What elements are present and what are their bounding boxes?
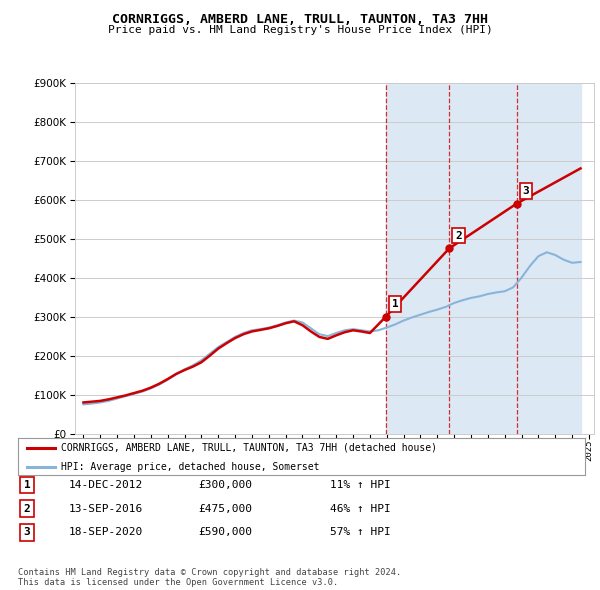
Text: £300,000: £300,000 [198,480,252,490]
Text: 2: 2 [23,504,31,513]
Bar [386,83,581,434]
Text: 18-SEP-2020: 18-SEP-2020 [69,527,143,537]
Text: 13-SEP-2016: 13-SEP-2016 [69,504,143,513]
Text: Contains HM Land Registry data © Crown copyright and database right 2024.
This d: Contains HM Land Registry data © Crown c… [18,568,401,587]
Text: £590,000: £590,000 [198,527,252,537]
Text: 2: 2 [455,231,462,241]
Text: 14-DEC-2012: 14-DEC-2012 [69,480,143,490]
Text: 11% ↑ HPI: 11% ↑ HPI [330,480,391,490]
Text: Price paid vs. HM Land Registry's House Price Index (HPI): Price paid vs. HM Land Registry's House … [107,25,493,35]
Text: £475,000: £475,000 [198,504,252,513]
Text: 57% ↑ HPI: 57% ↑ HPI [330,527,391,537]
Text: 3: 3 [523,186,529,196]
Text: CORNRIGGS, AMBERD LANE, TRULL, TAUNTON, TA3 7HH: CORNRIGGS, AMBERD LANE, TRULL, TAUNTON, … [112,13,488,26]
Text: 1: 1 [23,480,31,490]
Text: 1: 1 [392,299,398,309]
Text: CORNRIGGS, AMBERD LANE, TRULL, TAUNTON, TA3 7HH (detached house): CORNRIGGS, AMBERD LANE, TRULL, TAUNTON, … [61,443,437,453]
Text: 3: 3 [23,527,31,537]
Text: 46% ↑ HPI: 46% ↑ HPI [330,504,391,513]
Text: HPI: Average price, detached house, Somerset: HPI: Average price, detached house, Some… [61,462,319,472]
